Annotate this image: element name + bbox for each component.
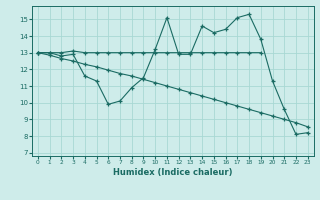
X-axis label: Humidex (Indice chaleur): Humidex (Indice chaleur)	[113, 168, 233, 177]
